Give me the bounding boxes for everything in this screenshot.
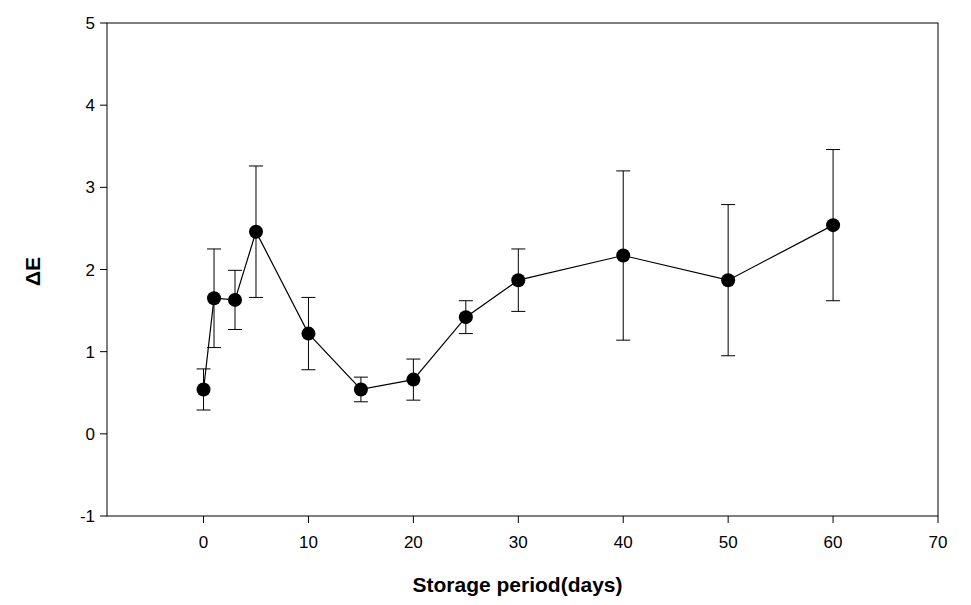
y-tick (100, 187, 107, 188)
x-tick (728, 516, 729, 523)
x-tick (518, 516, 519, 523)
data-point (207, 291, 221, 305)
y-tick-label: 4 (86, 96, 95, 115)
data-point (826, 218, 840, 232)
y-tick-label: 2 (86, 261, 95, 280)
y-tick (100, 23, 107, 24)
data-point (228, 293, 242, 307)
plot-frame (107, 23, 938, 516)
data-point (459, 310, 473, 324)
x-tick (413, 516, 414, 523)
x-tick-label: 20 (404, 533, 423, 552)
data-point (301, 327, 315, 341)
error-bar (721, 205, 735, 356)
error-bar (826, 150, 840, 301)
y-tick-label: 0 (86, 425, 95, 444)
x-tick-label: 0 (199, 533, 208, 552)
x-tick-label: 10 (299, 533, 318, 552)
plot-area (197, 150, 841, 410)
error-bar (249, 166, 263, 297)
y-tick-label: 3 (86, 178, 95, 197)
x-tick (203, 516, 204, 523)
error-bar (207, 249, 221, 348)
x-tick-label: 40 (614, 533, 633, 552)
x-tick-label: 50 (719, 533, 738, 552)
data-point (616, 249, 630, 263)
data-point (406, 373, 420, 387)
chart: -1012345010203040506070Storage period(da… (0, 0, 971, 605)
y-tick (100, 433, 107, 434)
error-bar (406, 359, 420, 400)
data-point (511, 273, 525, 287)
x-tick-label: 70 (929, 533, 948, 552)
data-line (204, 225, 834, 389)
data-point (354, 382, 368, 396)
y-tick-label: -1 (80, 507, 95, 526)
error-bar (616, 171, 630, 340)
y-tick (100, 269, 107, 270)
error-bar (511, 249, 525, 311)
y-axis-label: ΔE (21, 257, 44, 286)
y-tick-label: 5 (86, 14, 95, 33)
y-tick (100, 516, 107, 517)
data-point (197, 382, 211, 396)
error-bar (459, 301, 473, 334)
data-point (249, 225, 263, 239)
error-bar (228, 270, 242, 329)
x-axis-label: Storage period(days) (412, 573, 622, 596)
error-bar (354, 377, 368, 402)
error-bar (301, 297, 315, 369)
data-point (721, 273, 735, 287)
y-tick-label: 1 (86, 343, 95, 362)
x-tick (308, 516, 309, 523)
x-tick (623, 516, 624, 523)
error-bar (197, 369, 211, 410)
y-tick (100, 351, 107, 352)
x-tick-label: 60 (824, 533, 843, 552)
x-tick (938, 516, 939, 523)
x-tick-label: 30 (509, 533, 528, 552)
x-tick (833, 516, 834, 523)
y-tick (100, 105, 107, 106)
